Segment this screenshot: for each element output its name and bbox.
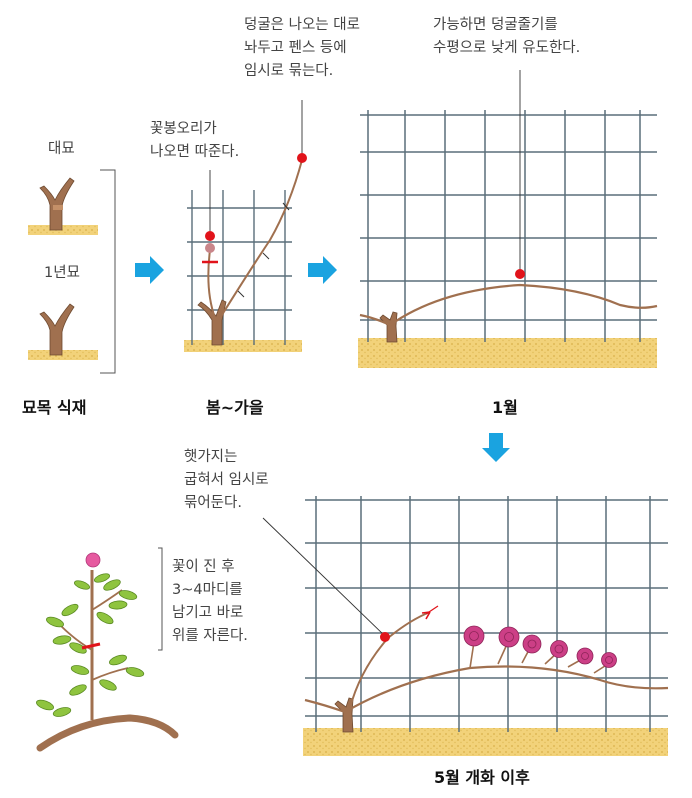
rose-plant-pruning <box>36 552 179 752</box>
arrow-right-1-icon <box>135 256 164 284</box>
bracket-seedlings <box>100 169 116 374</box>
note-flowerbud: 꽃봉오리가 나오면 따준다. <box>150 121 240 160</box>
arrow-right-2-icon <box>308 256 337 284</box>
arrow-down-icon <box>482 433 510 462</box>
note-prune: 꽃이 진 후 3~4마디를 남기고 바로 위를 자른다. <box>172 559 248 644</box>
note-vine-tie: 덩굴은 나오는 대로 놔두고 펜스 등에 임시로 묶는다. <box>244 17 360 79</box>
note-horizontal: 가능하면 덩굴줄기를 수평으로 낮게 유도한다. <box>433 17 581 56</box>
marker-new-shoot <box>380 632 390 642</box>
marker-vine-tie <box>297 153 307 163</box>
seedling-large <box>28 177 98 235</box>
fence-january <box>358 110 658 368</box>
caption-step4: 5월 개화 이후 <box>434 768 530 787</box>
caption-step2: 봄~가을 <box>206 398 264 417</box>
leader-new-shoot <box>262 517 386 637</box>
fence-small <box>184 159 303 352</box>
caption-step3: 1월 <box>492 398 518 417</box>
label-seedling-large: 대묘 <box>48 141 75 157</box>
marker-horizontal <box>515 269 525 279</box>
marker-flowerbud <box>205 231 215 241</box>
label-seedling-grafted: 1년묘 <box>44 265 80 281</box>
seedling-grafted <box>28 303 98 360</box>
note-new-shoot: 햇가지는 굽혀서 임시로 묶어둔다. <box>184 449 269 511</box>
fence-may <box>303 496 669 756</box>
caption-step1: 묘목 식재 <box>22 398 87 417</box>
bracket-prune <box>158 547 163 651</box>
